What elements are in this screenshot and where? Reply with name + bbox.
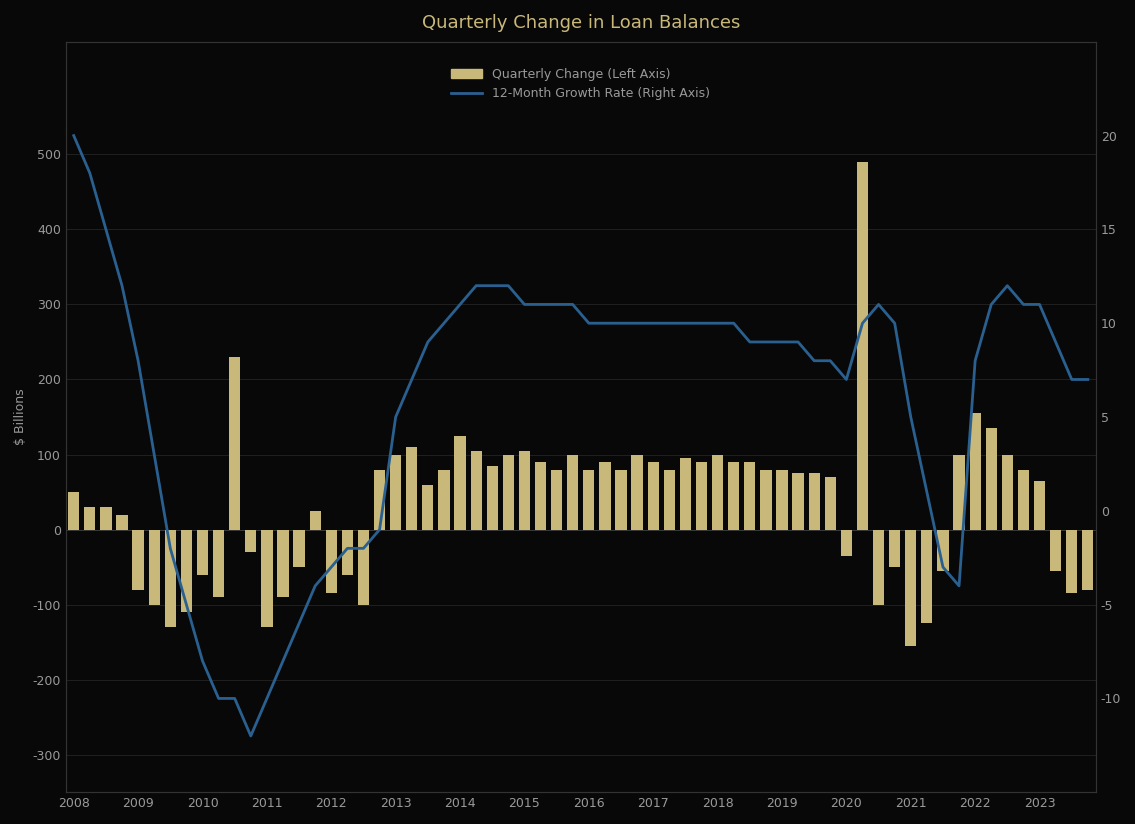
Bar xyxy=(825,477,835,530)
Bar xyxy=(550,470,562,530)
Bar xyxy=(390,455,402,530)
Bar xyxy=(245,530,257,552)
Bar xyxy=(294,530,304,567)
Bar xyxy=(599,462,611,530)
Bar xyxy=(648,462,658,530)
Bar xyxy=(68,492,79,530)
Bar xyxy=(985,428,997,530)
Bar xyxy=(938,530,949,571)
Bar xyxy=(277,530,288,597)
Bar xyxy=(969,414,981,530)
Bar xyxy=(583,470,595,530)
Bar xyxy=(568,455,579,530)
Bar xyxy=(487,466,498,530)
Bar xyxy=(535,462,546,530)
Legend: Quarterly Change (Left Axis), 12-Month Growth Rate (Right Axis): Quarterly Change (Left Axis), 12-Month G… xyxy=(446,63,715,105)
Bar xyxy=(519,451,530,530)
Bar xyxy=(696,462,707,530)
Y-axis label: $ Billions: $ Billions xyxy=(14,389,27,445)
Title: Quarterly Change in Loan Balances: Quarterly Change in Loan Balances xyxy=(421,14,740,32)
Bar xyxy=(422,485,434,530)
Bar xyxy=(873,530,884,605)
Bar xyxy=(1002,455,1012,530)
Bar xyxy=(905,530,916,646)
Bar xyxy=(922,530,933,624)
Bar xyxy=(631,455,642,530)
Bar xyxy=(438,470,449,530)
Bar xyxy=(953,455,965,530)
Bar xyxy=(680,458,691,530)
Bar xyxy=(149,530,160,605)
Bar xyxy=(84,507,95,530)
Bar xyxy=(760,470,772,530)
Bar xyxy=(1034,481,1045,530)
Bar xyxy=(261,530,272,627)
Bar xyxy=(100,507,111,530)
Bar xyxy=(1050,530,1061,571)
Bar xyxy=(889,530,900,567)
Bar xyxy=(358,530,369,605)
Bar xyxy=(712,455,723,530)
Bar xyxy=(133,530,144,590)
Bar xyxy=(373,470,385,530)
Bar xyxy=(792,473,804,530)
Bar xyxy=(117,514,127,530)
Bar xyxy=(1082,530,1093,590)
Bar xyxy=(1018,470,1029,530)
Bar xyxy=(808,473,819,530)
Bar xyxy=(471,451,481,530)
Bar xyxy=(326,530,337,593)
Bar xyxy=(776,470,788,530)
Bar xyxy=(745,462,756,530)
Bar xyxy=(454,436,465,530)
Bar xyxy=(406,447,418,530)
Bar xyxy=(229,357,241,530)
Bar xyxy=(342,530,353,574)
Bar xyxy=(1066,530,1077,593)
Bar xyxy=(196,530,208,574)
Bar xyxy=(213,530,225,597)
Bar xyxy=(615,470,627,530)
Bar xyxy=(841,530,852,556)
Bar xyxy=(310,511,321,530)
Bar xyxy=(857,162,868,530)
Bar xyxy=(180,530,192,612)
Bar xyxy=(728,462,739,530)
Bar xyxy=(664,470,675,530)
Bar xyxy=(165,530,176,627)
Bar xyxy=(503,455,514,530)
